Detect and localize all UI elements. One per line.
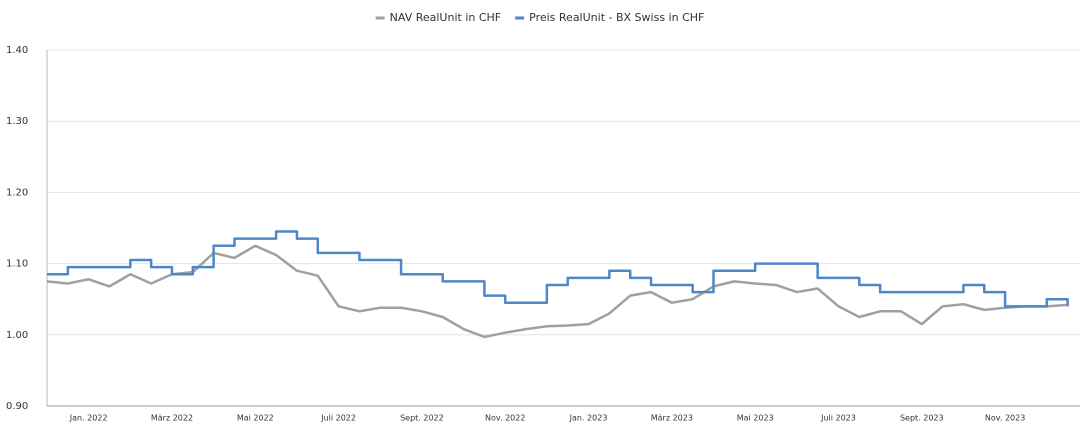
line-series <box>46 244 1068 339</box>
y-tick-label: 1.30 <box>6 116 28 127</box>
y-tick-label: 0.90 <box>6 401 28 412</box>
x-tick-label: Juli 2023 <box>820 414 856 423</box>
x-tick-label: Mai 2022 <box>237 414 274 423</box>
y-tick-label: 1.10 <box>6 259 28 270</box>
x-tick-label: Juli 2022 <box>320 414 356 423</box>
x-tick-label: März 2022 <box>151 414 193 423</box>
y-tick-label: 1.00 <box>6 330 28 341</box>
legend: NAV RealUnit in CHF Preis RealUnit - BX S… <box>375 11 704 24</box>
x-tick-label: Nov. 2023 <box>985 414 1025 423</box>
legend-label: Preis RealUnit - BX Swiss in CHF <box>529 11 704 24</box>
x-tick-label: Mai 2023 <box>737 414 774 423</box>
y-tick-label: 1.20 <box>6 187 28 198</box>
legend-label: NAV RealUnit in CHF <box>390 11 501 24</box>
y-tick-label: 1.40 <box>6 45 28 56</box>
x-tick-label: März 2023 <box>651 414 693 423</box>
x-tick-label: Jan. 2022 <box>69 414 108 423</box>
x-tick-label: Sept. 2023 <box>900 414 944 423</box>
x-tick-label: Sept. 2022 <box>400 414 444 423</box>
line-series <box>47 230 1069 308</box>
x-tick-label: Jan. 2023 <box>569 414 608 423</box>
x-tick-label: Nov. 2022 <box>485 414 525 423</box>
